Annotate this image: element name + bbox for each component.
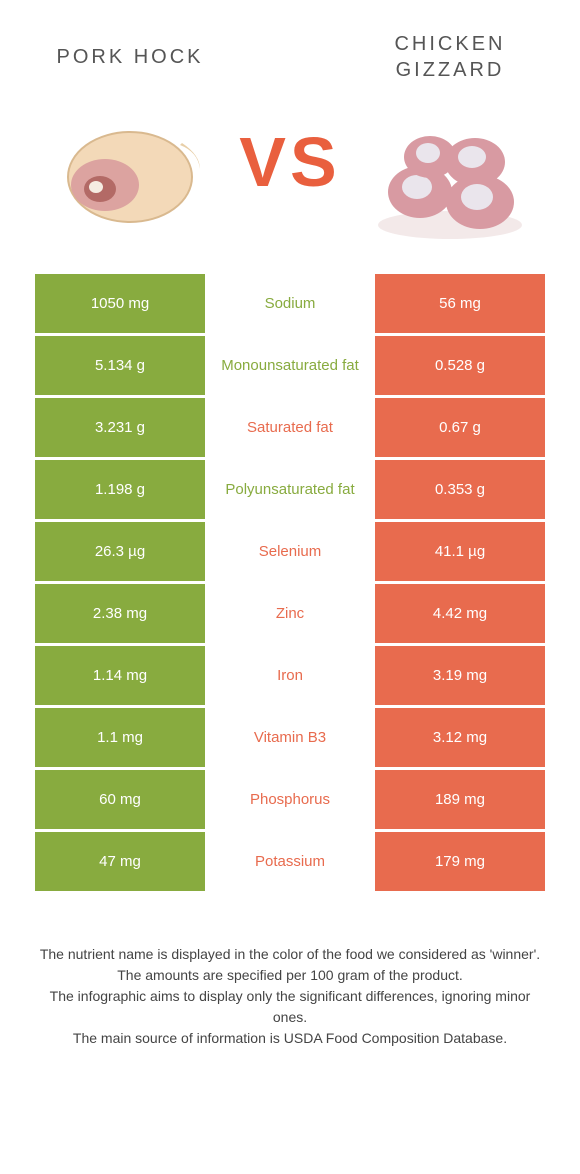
vs-label: VS [239,122,340,202]
right-value: 0.353 g [375,460,545,519]
left-value: 2.38 mg [35,584,205,643]
left-value: 1.14 mg [35,646,205,705]
footer-notes: The nutrient name is displayed in the co… [0,894,580,1049]
right-value: 3.19 mg [375,646,545,705]
left-value: 1.1 mg [35,708,205,767]
table-row: 1.14 mgIron3.19 mg [35,646,545,708]
nutrient-label: Iron [205,646,375,705]
nutrient-label: Zinc [205,584,375,643]
right-value: 41.1 µg [375,522,545,581]
nutrient-label: Saturated fat [205,398,375,457]
nutrient-label: Sodium [205,274,375,333]
nutrient-label: Polyunsaturated fat [205,460,375,519]
nutrient-label: Monounsaturated fat [205,336,375,395]
table-row: 1.198 gPolyunsaturated fat0.353 g [35,460,545,522]
right-value: 56 mg [375,274,545,333]
left-value: 26.3 µg [35,522,205,581]
pork-hock-illustration [45,102,215,252]
nutrient-label: Selenium [205,522,375,581]
left-value: 47 mg [35,832,205,891]
nutrient-table: 1050 mgSodium56 mg5.134 gMonounsaturated… [0,252,580,894]
nutrient-label: Phosphorus [205,770,375,829]
footer-line: The amounts are specified per 100 gram o… [35,965,545,986]
footer-line: The main source of information is USDA F… [35,1028,545,1049]
table-row: 2.38 mgZinc4.42 mg [35,584,545,646]
table-row: 3.231 gSaturated fat0.67 g [35,398,545,460]
right-value: 4.42 mg [375,584,545,643]
table-row: 60 mgPhosphorus189 mg [35,770,545,832]
nutrient-label: Vitamin B3 [205,708,375,767]
chicken-gizzard-illustration [365,102,535,252]
left-value: 1050 mg [35,274,205,333]
right-food-title: Chicken Gizzard [355,30,545,84]
footer-line: The infographic aims to display only the… [35,986,545,1028]
table-row: 1.1 mgVitamin B33.12 mg [35,708,545,770]
right-value: 189 mg [375,770,545,829]
comparison-header: Pork Hock VS Chicken Gizzard [0,0,580,252]
right-value: 0.67 g [375,398,545,457]
right-value: 3.12 mg [375,708,545,767]
left-value: 60 mg [35,770,205,829]
footer-line: The nutrient name is displayed in the co… [35,944,545,965]
table-row: 47 mgPotassium179 mg [35,832,545,894]
table-row: 1050 mgSodium56 mg [35,274,545,336]
right-value: 179 mg [375,832,545,891]
left-value: 5.134 g [35,336,205,395]
left-value: 3.231 g [35,398,205,457]
table-row: 26.3 µgSelenium41.1 µg [35,522,545,584]
left-food-column: Pork Hock [35,30,225,252]
table-row: 5.134 gMonounsaturated fat0.528 g [35,336,545,398]
nutrient-label: Potassium [205,832,375,891]
left-value: 1.198 g [35,460,205,519]
left-food-title: Pork Hock [56,30,203,84]
right-food-column: Chicken Gizzard [355,30,545,252]
right-value: 0.528 g [375,336,545,395]
